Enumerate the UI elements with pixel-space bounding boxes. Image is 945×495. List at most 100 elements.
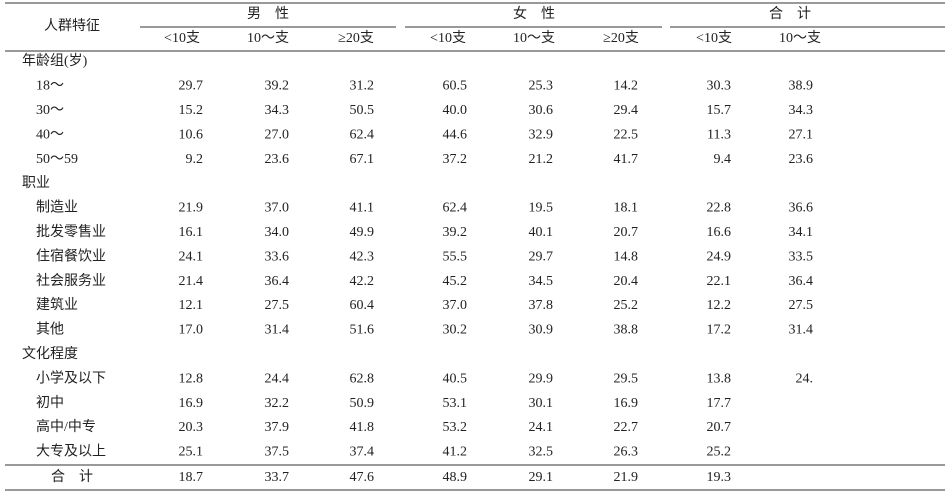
cell: 30.9 <box>529 323 554 338</box>
cell: 20.7 <box>614 225 639 240</box>
row-label: 30～ <box>36 103 64 118</box>
cell: 34.5 <box>529 274 554 289</box>
cell: 62.4 <box>350 127 375 142</box>
cell: 24.4 <box>265 371 290 386</box>
cell: 37.0 <box>265 201 290 216</box>
cell: 33.6 <box>265 249 290 264</box>
cell: 25.2 <box>614 298 639 313</box>
cell: 18.1 <box>614 201 639 216</box>
column-header: 10～支 <box>247 30 289 46</box>
cell: 29.9 <box>529 371 554 386</box>
cell: 21.9 <box>179 201 204 216</box>
cell: 50.9 <box>350 396 375 411</box>
cell: 22.1 <box>707 274 732 289</box>
cell: 51.6 <box>350 323 375 338</box>
cell: 50.5 <box>350 103 375 118</box>
cell: 17.0 <box>179 323 204 338</box>
cell: 47.6 <box>350 470 375 485</box>
cell: 30.2 <box>443 323 468 338</box>
row-label: 40～ <box>36 127 64 142</box>
cell: 37.5 <box>265 445 290 460</box>
cell: 21.2 <box>529 152 554 167</box>
section-title: 职业 <box>22 175 50 191</box>
cell: 13.8 <box>707 371 732 386</box>
cell: 25.2 <box>707 445 732 460</box>
column-header: <10支 <box>696 30 732 46</box>
group-title: 合 计 <box>769 6 811 22</box>
cell: 42.3 <box>350 249 375 264</box>
column-header: 10～支 <box>513 30 555 46</box>
cell: 29.1 <box>529 470 554 485</box>
cell: 21.9 <box>614 470 639 485</box>
cell: 38.8 <box>614 323 639 338</box>
cell: 27.0 <box>265 127 290 142</box>
cell: 25.1 <box>179 445 204 460</box>
cell: 32.2 <box>265 396 290 411</box>
row-label: 初中 <box>36 394 64 411</box>
cell: 44.6 <box>443 127 468 142</box>
cell: 10.6 <box>179 127 204 142</box>
cell: 29.7 <box>179 79 204 94</box>
cell: 24.1 <box>529 420 554 435</box>
cell: 37.8 <box>529 298 554 313</box>
cell: 55.5 <box>443 249 468 264</box>
row-label: 其他 <box>36 322 64 338</box>
cell: 41.8 <box>350 420 375 435</box>
cell: 36.4 <box>265 274 290 289</box>
cell: 38.9 <box>789 79 814 94</box>
cell: 19.3 <box>707 470 732 485</box>
cell: 30.3 <box>707 79 732 94</box>
column-header: ≥20支 <box>603 30 639 46</box>
cell: 24.9 <box>707 249 732 264</box>
cell: 37.4 <box>350 445 375 460</box>
cell: 20.3 <box>179 420 204 435</box>
cell: 29.4 <box>614 103 639 118</box>
cell: 25.3 <box>529 79 554 94</box>
row-label: 制造业 <box>36 200 78 216</box>
cell: 31.2 <box>350 79 375 94</box>
cell: 34.0 <box>265 225 290 240</box>
cell: 29.7 <box>529 249 554 264</box>
cell: 12.1 <box>179 298 204 313</box>
column-header: 10～支 <box>779 30 821 46</box>
cell: 19.5 <box>529 201 554 216</box>
cell: 12.8 <box>179 371 204 386</box>
cell: 32.5 <box>529 445 554 460</box>
cell: 36.4 <box>789 274 814 289</box>
cell: 14.2 <box>614 79 639 94</box>
section-title: 文化程度 <box>22 346 78 362</box>
cell: 15.2 <box>179 103 204 118</box>
cell: 22.8 <box>707 201 732 216</box>
cell: 48.9 <box>443 470 468 485</box>
cell: 34.1 <box>789 225 814 240</box>
cell: 27.5 <box>265 298 290 313</box>
cell: 29.5 <box>614 371 639 386</box>
header-label: 人群特征 <box>44 18 100 34</box>
group-title: 女 性 <box>513 5 555 22</box>
row-label: 批发零售业 <box>36 224 106 240</box>
cell: 34.3 <box>265 103 290 118</box>
row-label: 大专及以上 <box>36 444 106 460</box>
cell: 36.6 <box>789 201 814 216</box>
row-label: 建筑业 <box>36 297 78 313</box>
cell: 37.2 <box>443 152 468 167</box>
cell: 31.4 <box>265 323 290 338</box>
cell: 23.6 <box>265 152 290 167</box>
cell: 32.9 <box>529 127 554 142</box>
cell: 67.1 <box>350 152 375 167</box>
row-label: 小学及以下 <box>36 370 106 386</box>
cell: 27.5 <box>789 298 814 313</box>
cell: 41.1 <box>350 201 375 216</box>
cell: 22.7 <box>614 420 639 435</box>
cell: 34.3 <box>789 103 814 118</box>
cell: 12.2 <box>707 298 732 313</box>
row-label: 高中/中专 <box>36 418 96 435</box>
cell: 24. <box>796 371 814 386</box>
cell: 15.7 <box>707 103 732 118</box>
cell: 53.1 <box>443 396 468 411</box>
column-header: ≥20支 <box>338 30 374 46</box>
cell: 60.5 <box>443 79 468 94</box>
cell: 27.1 <box>789 127 814 142</box>
cell: 60.4 <box>350 298 375 313</box>
